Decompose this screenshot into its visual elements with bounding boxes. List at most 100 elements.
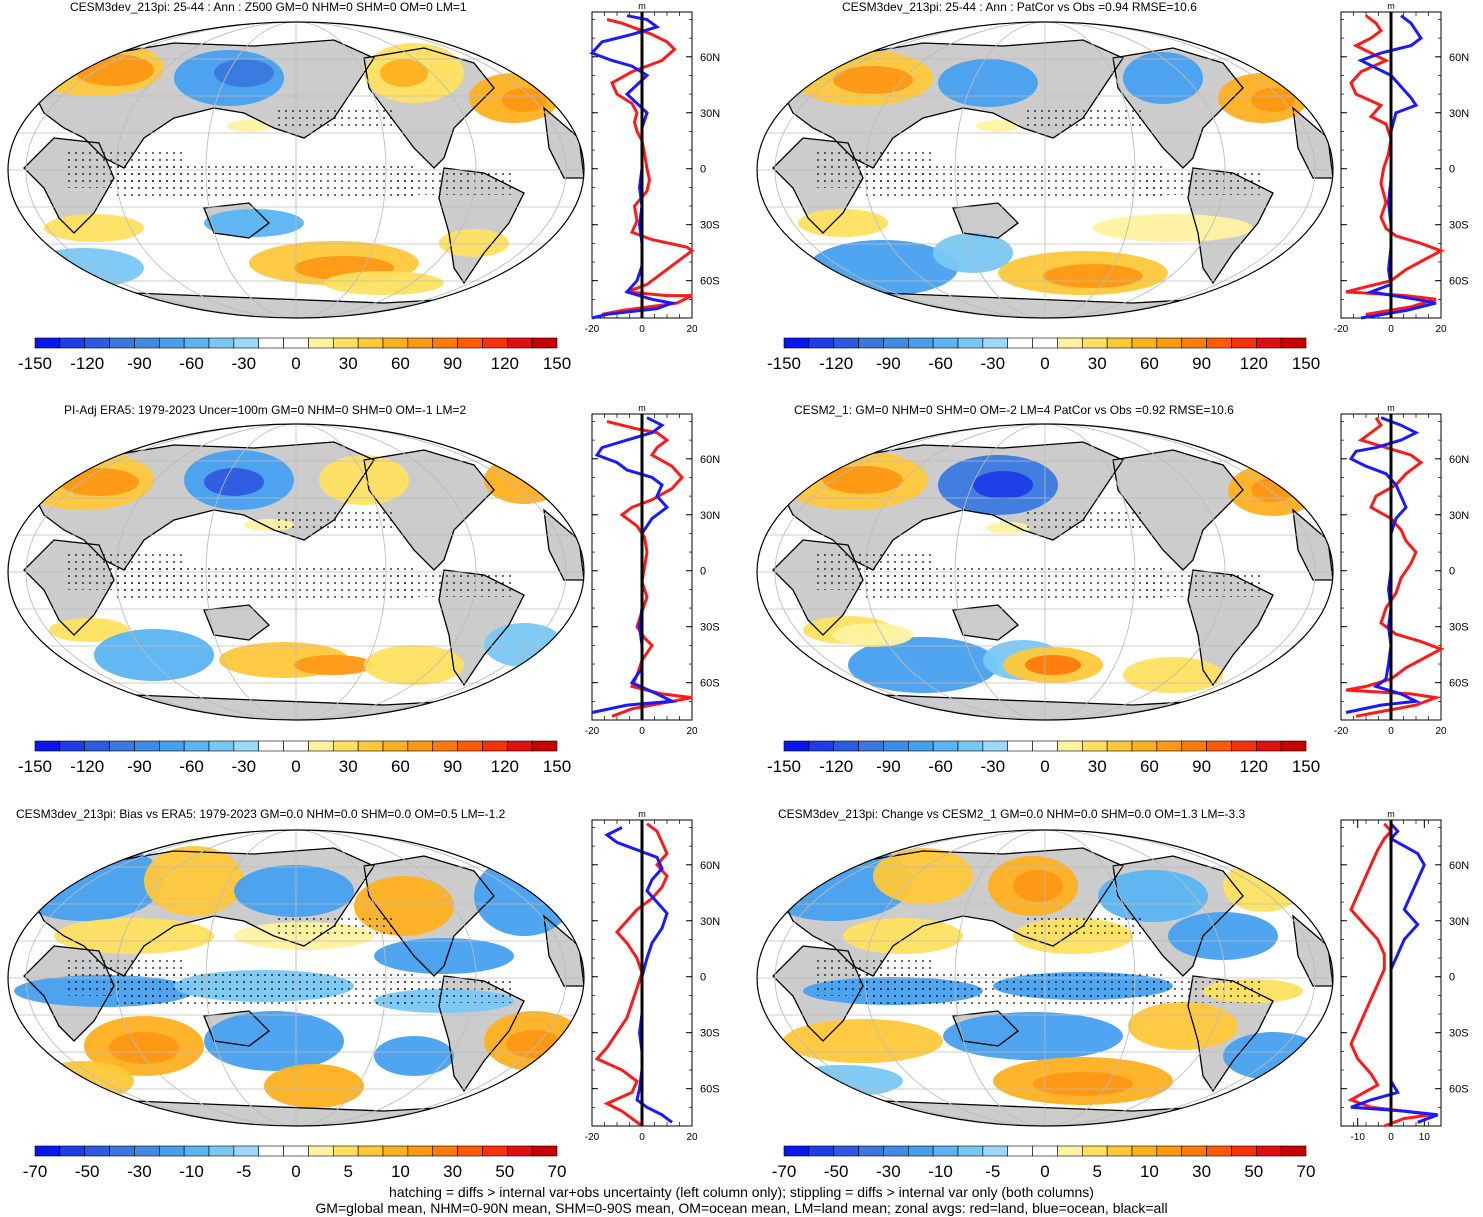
colorbar-swatch [357,1145,384,1157]
colorbar-label: 120 [491,354,519,373]
colorbar: -150 -120 -90 -60 -30 0 30 60 90 120 150 [767,740,1320,776]
colorbar-swatch [531,1145,558,1157]
colorbar-swatch [233,1145,260,1157]
colorbar-label: 90 [443,354,462,373]
lat-label: 30N [700,916,720,928]
colorbar: -150 -120 -90 -60 -30 0 30 60 90 120 150 [18,740,571,776]
longitude-gridline [115,424,477,720]
longitude-gridline [864,22,1226,318]
lat-label: 60S [700,1084,720,1096]
colorbar: -150 -120 -90 -60 -30 0 30 60 90 120 150 [18,337,571,373]
lat-label: 30N [1449,916,1469,928]
lat-label: 60S [700,276,720,288]
map-outline [7,21,585,319]
colorbar-swatch [1181,740,1207,752]
zonal-average-plot: m 60N 30N 0 30S 60S -20 0 20 [585,809,720,1143]
colorbar-label: 30 [339,757,358,776]
colorbar-label: -60 [179,354,204,373]
colorbar-swatch [1106,337,1133,349]
colorbar-swatch [531,337,558,349]
colorbar-swatch [84,740,110,752]
colorbar-swatch [932,1145,959,1157]
map-field [8,424,584,720]
colorbar-swatch [183,1145,210,1157]
colorbar-swatch [808,337,835,349]
colorbar-swatch [1081,740,1108,752]
zonal-unit-label: m [638,1,646,11]
anomaly-contour [976,120,1020,132]
colorbar-label: -120 [70,354,104,373]
colorbar-swatch [457,1145,483,1157]
panel-title: CESM3dev_213pi: 25-44 : Ann : Z500 GM=0 … [70,0,467,14]
colorbar-swatch [907,337,934,349]
colorbar-label: 50 [1244,1162,1263,1181]
colorbar-swatch [308,740,334,752]
land-mass [1293,916,1333,986]
longitude-gridline [954,424,1136,720]
colorbar-label: 5 [343,1162,352,1181]
zonal-average-plot: m 60N 30N 0 30S 60S -20 0 20 [585,1,720,335]
colorbar-label: 120 [1240,757,1268,776]
zonal-land-series [601,18,695,316]
lat-label: 60N [700,454,720,466]
colorbar-swatch [332,740,359,752]
anomaly-contour [1168,912,1278,960]
zonal-unit-label: m [1387,1,1395,11]
colorbar-swatch [382,740,409,752]
colorbar-swatch [407,740,434,752]
x-tick-label: 20 [686,1132,698,1143]
anomaly-contour [144,846,244,916]
lat-label: 60N [1449,454,1469,466]
colorbar-swatch [833,337,859,349]
colorbar-label: -70 [772,1162,797,1181]
anomaly-contour [1098,870,1208,922]
longitude-gridline [25,424,567,720]
map-field [757,424,1333,720]
colorbar-label: -60 [928,354,953,373]
coastline [203,604,270,641]
colorbar-label: 0 [1040,757,1049,776]
zonal-average-plot: m 60N 30N 0 30S 60S -20 0 20 [1334,403,1469,737]
map-outline [756,21,1334,319]
colorbar-label: -150 [767,354,801,373]
map-outline [756,423,1334,721]
colorbar-swatch [308,337,334,349]
x-tick-label: -20 [585,1132,600,1143]
lat-label: 30N [700,108,720,120]
coastline [438,569,525,687]
colorbar-label: -150 [18,354,52,373]
colorbar-swatch [482,337,508,349]
colorbar-label: 60 [391,354,410,373]
colorbar-swatch [283,337,309,349]
anomaly-contour [59,468,139,496]
x-tick-label: 20 [1435,726,1447,737]
colorbar-label: -5 [985,1162,1000,1181]
anomaly-contour [324,271,444,295]
colorbar-swatch [332,1145,359,1157]
colorbar-swatch [1255,337,1282,349]
anomaly-contour [1251,88,1295,112]
longitude-gridline [205,22,387,318]
anomaly-contour [380,59,428,87]
lat-label: 0 [1449,164,1455,176]
anomaly-contour [227,120,271,132]
longitude-gridline [205,830,387,1126]
map-field [8,830,584,1126]
colorbar-swatch [1280,337,1307,349]
anomaly-contour [484,623,564,667]
anomaly-contour [848,637,998,693]
lat-label: 60N [700,52,720,64]
colorbar-swatch [382,1145,409,1157]
coastline [1187,569,1274,687]
colorbar-swatch [982,1145,1009,1157]
land-mass [953,203,1018,238]
zonal-unit-label: m [1387,809,1395,819]
colorbar-label: 30 [443,1162,462,1181]
colorbar-swatch [134,1145,160,1157]
colorbar-swatch [506,1145,533,1157]
colorbar-swatch [1007,740,1033,752]
colorbar-swatch [457,740,483,752]
colorbar-swatch [457,337,483,349]
anomaly-contour [319,455,409,505]
colorbar-label: 60 [391,757,410,776]
